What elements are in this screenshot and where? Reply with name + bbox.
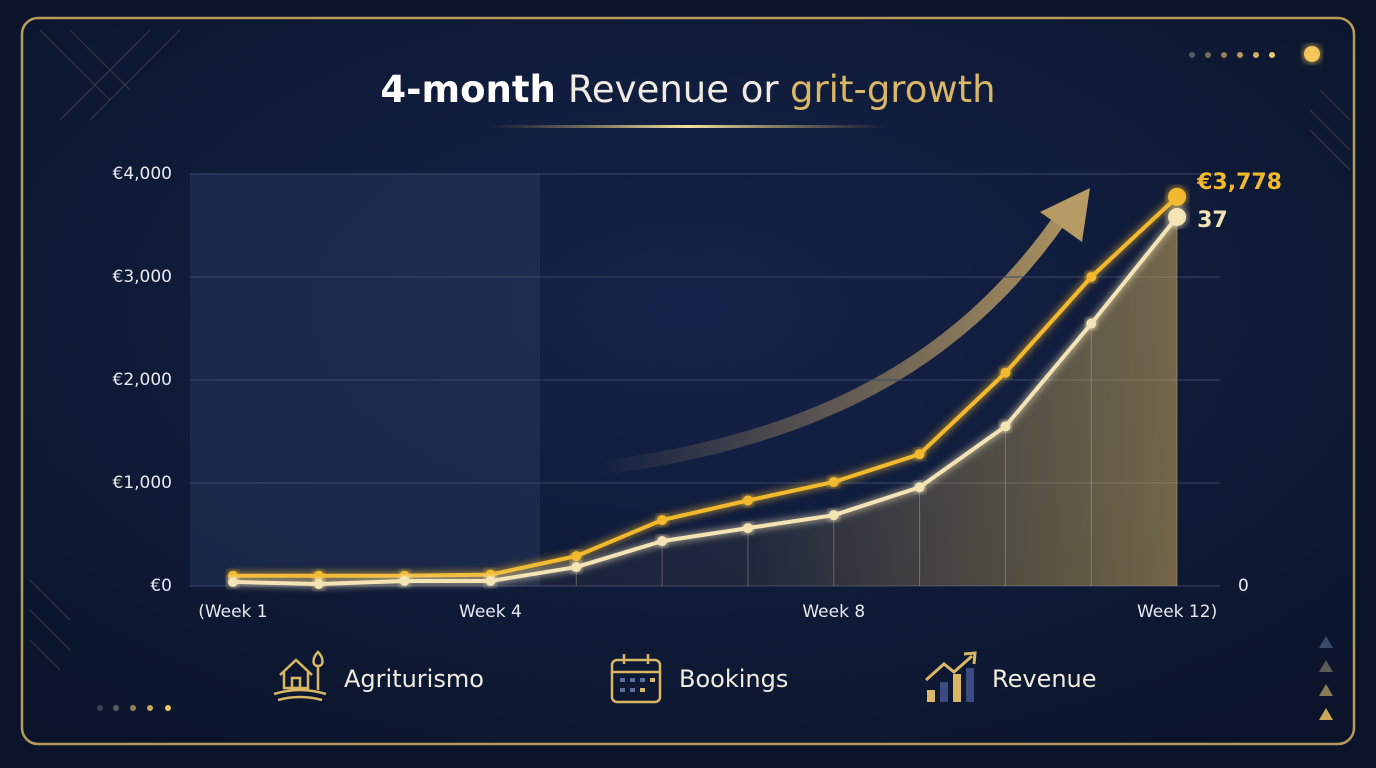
legend-label: Revenue [992,665,1097,693]
dots-decor [97,46,1333,720]
trend-arrow [593,215,1065,475]
y-tick-label: €1,000 [113,473,172,493]
point [1000,367,1011,378]
legend-icon-calendar [610,654,662,704]
area [232,216,1178,587]
title-main: Revenue or [568,68,780,111]
point [828,476,839,487]
point [914,482,925,493]
legend-label: Agriturismo [344,665,484,693]
title-bold: 4-month [380,68,555,111]
value-label: 37 [1197,208,1228,233]
x-tick-label: Week 12) [1137,602,1217,622]
title-accent: grit-growth [790,68,996,111]
point [742,495,753,506]
legend-icon-farm [273,650,327,702]
legend-icon-revenue [925,651,977,702]
chart-title: 4-month Revenue or grit-growth [380,68,995,111]
point [657,536,668,547]
point [657,515,668,526]
point [914,449,925,460]
legend-label: Bookings [679,665,788,693]
x-tick-label: (Week 1 [198,602,267,622]
point [399,576,410,587]
point [571,551,582,562]
series-line [232,195,1179,578]
point [1086,318,1097,329]
point [1086,272,1097,282]
title-underline [490,125,886,128]
x-tick-label: Week 8 [802,602,865,622]
point [1168,207,1187,226]
point [571,562,582,573]
point [485,576,496,587]
series-line [232,215,1179,587]
point [1168,187,1187,206]
x-tick-label: Week 4 [459,602,522,622]
legend: Agriturismo Bookings Revenue [273,650,1097,704]
y-tick-label: €0 [150,576,172,596]
point [1000,421,1011,432]
point [313,570,324,581]
point [742,523,753,534]
y-tick-label: €3,000 [113,267,172,287]
y-tick-label: €2,000 [113,370,172,390]
y2-tick-label: 0 [1238,576,1249,596]
point [828,510,839,521]
point [313,579,324,590]
trend-arrow-head [1040,188,1090,242]
y-tick-label: €4,000 [113,164,172,184]
corner-decor [29,29,1351,671]
value-label: €3,778 [1196,170,1282,195]
point [227,577,238,588]
